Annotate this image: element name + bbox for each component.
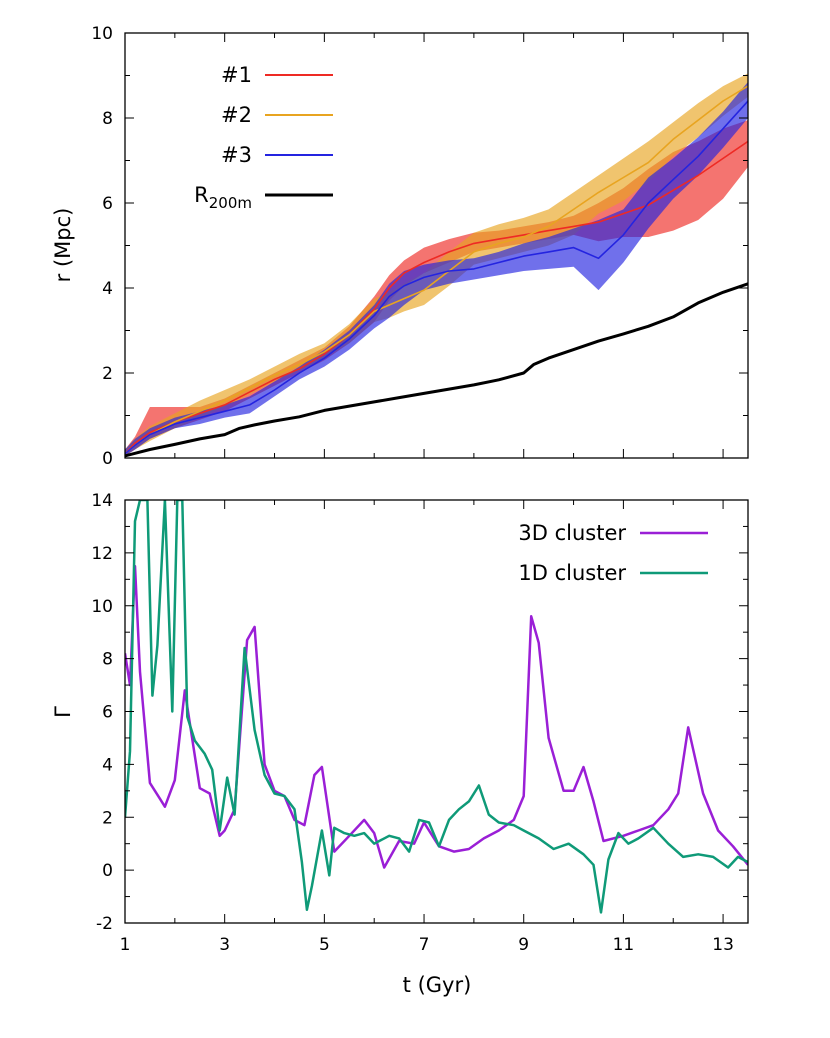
bottom-y-tick-label: 10 — [91, 597, 113, 617]
bottom-series-lines — [125, 500, 748, 914]
top-line-series-1 — [125, 140, 748, 455]
top-uncertainty-bands — [125, 73, 748, 456]
top-y-tick-label: 4 — [102, 279, 113, 299]
legend-label-3d-cluster: 3D cluster — [518, 521, 626, 545]
bottom-y-tick-label: 14 — [91, 491, 113, 511]
top-line-series-2 — [125, 85, 748, 455]
bottom-x-tick-label: 3 — [219, 935, 230, 955]
legend-label-r200m-sub: 200m — [209, 194, 252, 212]
bottom-y-tick-label: 6 — [102, 703, 113, 723]
bottom-y-tick-label: 2 — [102, 808, 113, 828]
band-series-3 — [125, 81, 748, 456]
legend-label-1: #1 — [221, 63, 252, 87]
bottom-y-tick-label: 0 — [102, 861, 113, 881]
bottom-y-tick-label: -2 — [96, 914, 113, 934]
top-line-series-4 — [125, 282, 748, 458]
bottom-xlabel: t (Gyr) — [403, 973, 472, 997]
top-y-tick-label: 2 — [102, 364, 113, 384]
bottom-x-tick-label: 11 — [613, 935, 635, 955]
bottom-line-series-2 — [125, 500, 748, 914]
bottom-y-tick-label: 12 — [91, 544, 113, 564]
top-y-tick-label: 0 — [102, 449, 113, 469]
bottom-x-tick-label: 9 — [518, 935, 529, 955]
legend-label-2: #2 — [221, 103, 252, 127]
bottom-y-tick-label: 8 — [102, 650, 113, 670]
bottom-ylabel: Γ — [51, 706, 75, 718]
top-y-tick-label: 10 — [91, 24, 113, 44]
top-line-series-3 — [125, 100, 748, 455]
bottom-legend: 3D cluster 1D cluster — [518, 521, 708, 585]
bottom-plot-frame — [124, 499, 749, 924]
bottom-x-tick-label: 1 — [120, 935, 131, 955]
legend-label-1d-cluster: 1D cluster — [518, 561, 626, 585]
legend-label-3: #3 — [221, 143, 252, 167]
bottom-x-tick-label: 5 — [319, 935, 330, 955]
top-series-lines — [125, 85, 748, 458]
bottom-x-tick-label: 7 — [419, 935, 430, 955]
top-axis-ticks: 0 2 4 6 8 10 — [91, 24, 748, 469]
top-legend: #1 #2 #3 R200m — [194, 63, 333, 212]
bottom-x-tick-label: 13 — [712, 935, 734, 955]
legend-label-r200m-main: R — [194, 183, 209, 207]
top-ylabel: r (Mpc) — [51, 208, 75, 283]
top-y-tick-label: 6 — [102, 194, 113, 214]
legend-label-r200m: R200m — [194, 183, 252, 212]
top-panel: 0 2 4 6 8 10 r (Mpc) #1 #2 #3 R200m — [51, 24, 749, 469]
bottom-y-tick-label: 4 — [102, 755, 113, 775]
top-y-tick-label: 8 — [102, 109, 113, 129]
